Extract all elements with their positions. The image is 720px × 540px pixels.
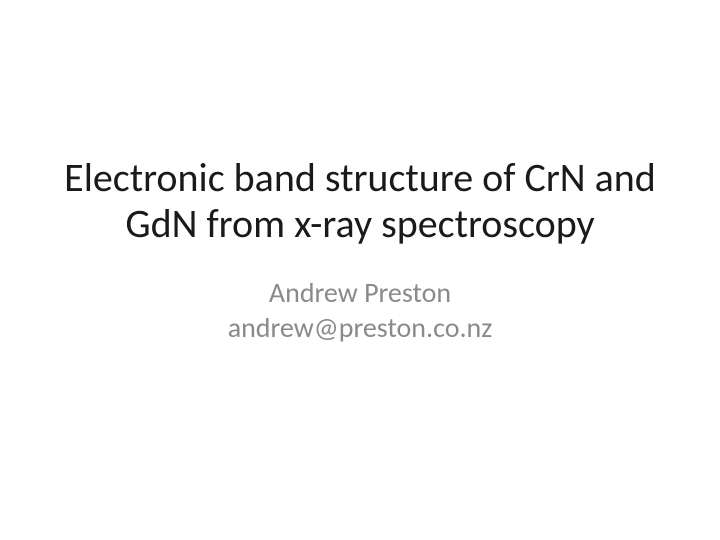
slide-title: Electronic band structure of CrN and GdN… xyxy=(50,155,670,247)
author-name: Andrew Preston xyxy=(228,275,493,310)
slide-subtitle: Andrew Preston andrew@preston.co.nz xyxy=(228,275,493,345)
author-email: andrew@preston.co.nz xyxy=(228,310,493,345)
